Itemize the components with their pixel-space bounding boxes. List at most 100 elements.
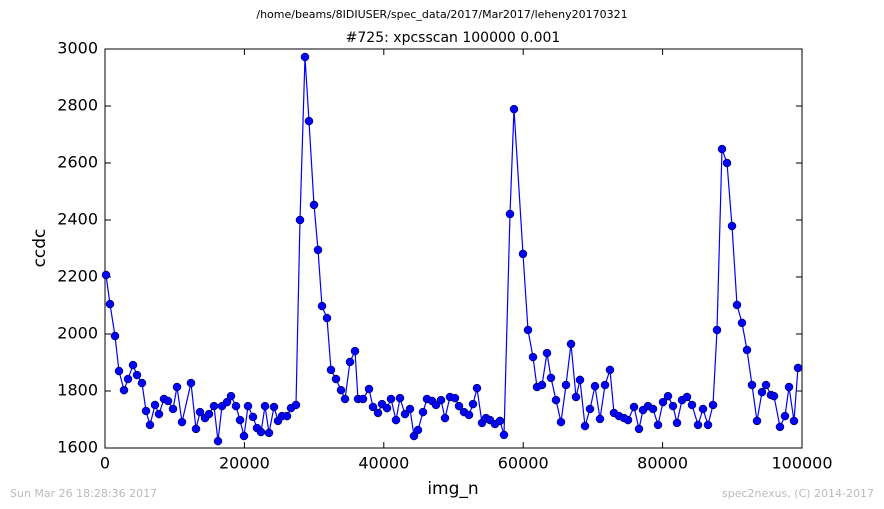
data-point: [114, 366, 124, 376]
data-point: [634, 424, 644, 434]
data-point: [623, 415, 633, 425]
data-point: [231, 401, 241, 411]
data-point: [518, 249, 528, 259]
y-tick-label: 2800: [57, 96, 98, 115]
data-point: [105, 299, 115, 309]
data-point: [663, 391, 673, 401]
data-point: [368, 402, 378, 412]
data-point: [499, 430, 509, 440]
data-point: [629, 402, 639, 412]
data-point: [653, 420, 663, 430]
y-tick-label: 2400: [57, 210, 98, 229]
data-point: [132, 370, 142, 380]
data-point: [260, 401, 270, 411]
data-point: [708, 400, 718, 410]
data-point: [727, 221, 737, 231]
footer-right: spec2nexus, (C) 2014-2017: [722, 487, 874, 500]
data-point: [561, 380, 571, 390]
data-point: [454, 401, 464, 411]
data-point: [703, 420, 713, 430]
data-point: [243, 401, 253, 411]
data-point: [400, 409, 410, 419]
data-point: [309, 200, 319, 210]
data-point: [191, 424, 201, 434]
data-point: [717, 144, 727, 154]
data-point: [436, 395, 446, 405]
data-point: [722, 158, 732, 168]
y-tick-label: 2200: [57, 267, 98, 286]
data-point: [528, 352, 538, 362]
data-point: [672, 418, 682, 428]
data-point: [382, 403, 392, 413]
data-point: [747, 380, 757, 390]
data-point: [605, 365, 615, 375]
data-point: [712, 325, 722, 335]
data-point: [769, 391, 779, 401]
data-point: [413, 425, 423, 435]
x-tick-label: 100000: [771, 454, 832, 473]
data-point: [450, 393, 460, 403]
data-point: [235, 415, 245, 425]
data-point: [213, 436, 223, 446]
data-point: [145, 420, 155, 430]
data-point: [123, 374, 133, 384]
data-point: [575, 375, 585, 385]
data-point: [505, 209, 515, 219]
data-point: [542, 348, 552, 358]
data-point: [784, 382, 794, 392]
data-point: [364, 384, 374, 394]
x-tick-label: 60000: [498, 454, 549, 473]
x-tick-label: 0: [100, 454, 110, 473]
y-tick-label: 3000: [57, 39, 98, 58]
data-point: [141, 406, 151, 416]
data-point: [580, 421, 590, 431]
data-point: [793, 363, 803, 373]
data-point: [128, 360, 138, 370]
data-point: [204, 409, 214, 419]
data-point: [331, 374, 341, 384]
data-point: [110, 331, 120, 341]
data-point: [789, 416, 799, 426]
data-point: [590, 381, 600, 391]
data-point: [195, 407, 205, 417]
plot-frame: [104, 48, 803, 449]
data-point: [752, 416, 762, 426]
data-point: [509, 104, 519, 114]
data-point: [761, 380, 771, 390]
y-tick-label: 1800: [57, 381, 98, 400]
data-point: [780, 411, 790, 421]
data-point: [668, 401, 678, 411]
data-point: [775, 422, 785, 432]
data-point: [137, 378, 147, 388]
data-point: [682, 392, 692, 402]
data-point: [585, 404, 595, 414]
data-point: [742, 345, 752, 355]
data-point: [177, 417, 187, 427]
data-point: [291, 400, 301, 410]
y-tick-label: 1600: [57, 438, 98, 457]
data-point: [101, 270, 111, 280]
data-point: [737, 318, 747, 328]
x-tick-label: 20000: [219, 454, 270, 473]
data-point: [571, 392, 581, 402]
data-point: [464, 410, 474, 420]
data-point: [440, 413, 450, 423]
data-point: [391, 415, 401, 425]
data-point: [468, 399, 478, 409]
data-point: [693, 420, 703, 430]
data-point: [345, 357, 355, 367]
data-point: [119, 385, 129, 395]
data-point: [409, 431, 419, 441]
data-point: [282, 411, 292, 421]
chart-title: #725: xpcsscan 100000 0.001: [346, 30, 561, 46]
y-tick-label: 2000: [57, 324, 98, 343]
data-point: [256, 427, 266, 437]
data-point: [248, 412, 258, 422]
data-point: [658, 397, 668, 407]
data-point: [595, 414, 605, 424]
data-point: [556, 417, 566, 427]
data-point: [687, 400, 697, 410]
data-point: [405, 404, 415, 414]
data-point: [172, 382, 182, 392]
